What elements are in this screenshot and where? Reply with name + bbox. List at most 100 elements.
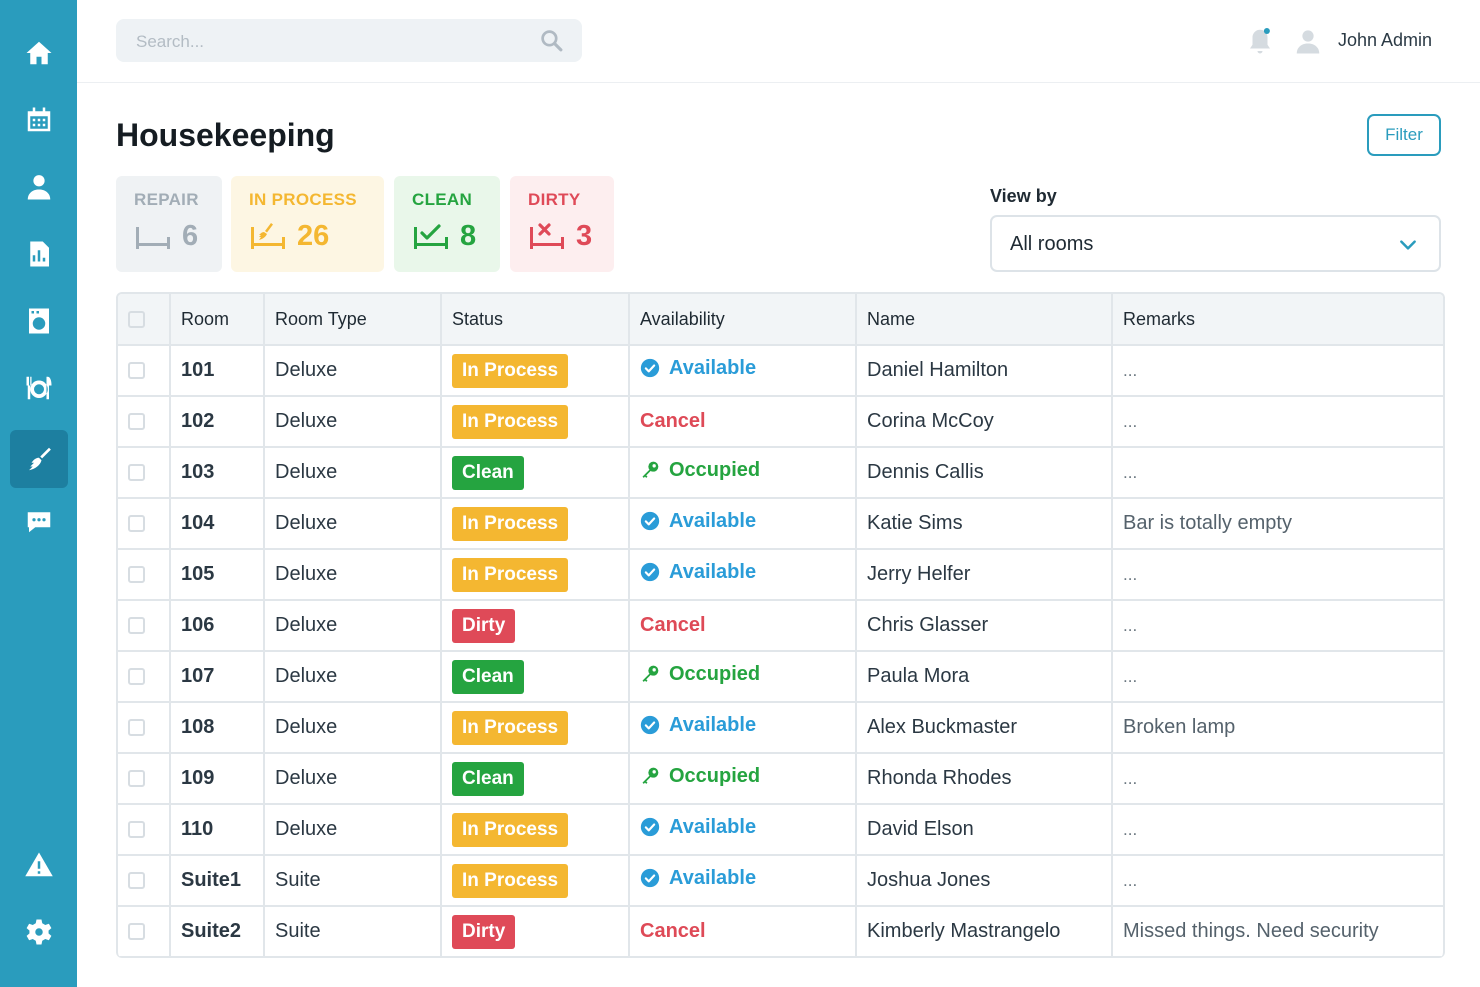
room-type-cell: Deluxe — [264, 396, 442, 448]
table-row[interactable]: Suite1 Suite In Process Available Joshua Jon… — [118, 855, 1443, 907]
remarks-cell[interactable]: ... — [1112, 804, 1443, 856]
column-header-remarks[interactable]: Remarks — [1112, 294, 1443, 346]
status-badge[interactable]: In Process — [452, 506, 569, 541]
user-name[interactable]: John Admin — [1338, 30, 1433, 50]
row-checkbox[interactable] — [128, 362, 145, 380]
sidebar-item-housekeeping[interactable] — [10, 430, 68, 488]
check-circle-icon — [640, 359, 660, 378]
remarks-cell[interactable]: ... — [1112, 447, 1443, 499]
status-cell: In Process — [441, 345, 630, 397]
stat-card-clean[interactable]: CLEAN 8 — [394, 176, 500, 272]
sidebar-item-home[interactable] — [10, 24, 68, 82]
row-checkbox[interactable] — [128, 617, 145, 635]
status-badge[interactable]: Clean — [452, 659, 524, 694]
status-badge[interactable]: In Process — [452, 812, 569, 847]
table-row[interactable]: Suite2 Suite Dirty Cancel Kimberly Mastrange… — [118, 906, 1443, 958]
column-header-name[interactable]: Name — [856, 294, 1113, 346]
column-header-room-type[interactable]: Room Type — [264, 294, 442, 346]
table-row[interactable]: 103 Deluxe Clean Occupied Dennis Callis... — [118, 447, 1443, 499]
status-badge[interactable]: In Process — [452, 863, 569, 898]
row-checkbox[interactable] — [128, 923, 145, 941]
table-row[interactable]: 107 Deluxe Clean Occupied Paula Mora... — [118, 651, 1443, 703]
stat-card-dirty[interactable]: DIRTY 3 — [510, 176, 614, 272]
search-icon[interactable] — [539, 28, 564, 53]
search-input[interactable] — [134, 19, 528, 64]
room-type-cell: Suite — [264, 855, 442, 907]
remarks-cell[interactable]: ... — [1112, 855, 1443, 907]
view-by-select[interactable]: All rooms — [990, 215, 1441, 272]
check-circle-icon — [640, 716, 660, 735]
remarks-cell[interactable]: ... — [1112, 600, 1443, 652]
row-checkbox[interactable] — [128, 821, 145, 839]
status-badge[interactable]: Dirty — [452, 914, 516, 949]
column-header-availability[interactable]: Availability — [629, 294, 857, 346]
table-row[interactable]: 106 Deluxe Dirty Cancel Chris Glasser... — [118, 600, 1443, 652]
remarks-cell[interactable]: Broken lamp — [1112, 702, 1443, 754]
sidebar-item-guests[interactable] — [10, 158, 68, 216]
table-row[interactable]: 105 Deluxe In Process Available Jerry Helfer… — [118, 549, 1443, 601]
notification-bell-icon[interactable] — [1245, 26, 1275, 56]
stat-card-repair[interactable]: REPAIR 6 — [116, 176, 222, 272]
table-row[interactable]: 110 Deluxe In Process Available David Elson.… — [118, 804, 1443, 856]
status-badge[interactable]: Dirty — [452, 608, 516, 643]
status-badge[interactable]: In Process — [452, 710, 569, 745]
guest-name-cell: David Elson — [856, 804, 1113, 856]
row-checkbox[interactable] — [128, 413, 145, 431]
sidebar-item-dining[interactable] — [10, 359, 68, 417]
availability-label: Available — [669, 866, 757, 889]
sidebar-item-reports[interactable] — [10, 225, 68, 283]
home-icon — [26, 41, 52, 65]
row-checkbox[interactable] — [128, 515, 145, 533]
status-badge[interactable]: Clean — [452, 761, 524, 796]
availability-label: Occupied — [669, 662, 761, 685]
availability-status: Cancel — [640, 614, 706, 637]
remarks-cell[interactable]: Bar is totally empty — [1112, 498, 1443, 550]
column-header-status[interactable]: Status — [441, 294, 630, 346]
row-checkbox[interactable] — [128, 719, 145, 737]
sidebar-item-alerts[interactable] — [10, 836, 68, 894]
remarks-cell[interactable]: ... — [1112, 549, 1443, 601]
row-checkbox[interactable] — [128, 464, 145, 482]
availability-label: Cancel — [640, 920, 706, 942]
room-cell: 105 — [170, 549, 265, 601]
row-checkbox[interactable] — [128, 770, 145, 788]
row-checkbox[interactable] — [128, 668, 145, 686]
sidebar-item-messages[interactable] — [10, 492, 68, 550]
remarks-cell[interactable]: ... — [1112, 345, 1443, 397]
chat-icon — [27, 512, 51, 533]
remarks-cell[interactable]: ... — [1112, 753, 1443, 805]
availability-status: Available — [640, 561, 756, 584]
status-cell: In Process — [441, 549, 630, 601]
sidebar-item-laundry[interactable] — [10, 292, 68, 350]
view-by-label: View by — [990, 186, 1057, 206]
sidebar-item-calendar[interactable] — [10, 91, 68, 149]
room-type-cell: Deluxe — [264, 549, 442, 601]
select-all-cell — [118, 294, 171, 346]
table-body: 101 Deluxe In Process Available Daniel Hamil… — [118, 345, 1443, 958]
row-checkbox[interactable] — [128, 872, 145, 890]
sidebar-item-settings[interactable] — [10, 903, 68, 961]
remarks-cell[interactable]: Missed things. Need security — [1112, 906, 1443, 958]
table-row[interactable]: 101 Deluxe In Process Available Daniel Hamil… — [118, 345, 1443, 397]
stat-card-in-process[interactable]: IN PROCESS 26 — [231, 176, 384, 272]
select-all-checkbox[interactable] — [128, 311, 145, 329]
room-cell: 107 — [170, 651, 265, 703]
status-badge[interactable]: In Process — [452, 404, 569, 439]
view-by-selected: All rooms — [1010, 233, 1094, 255]
filter-button[interactable]: Filter — [1367, 114, 1441, 156]
table-row[interactable]: 108 Deluxe In Process Available Alex Buckmas… — [118, 702, 1443, 754]
column-header-room[interactable]: Room — [170, 294, 265, 346]
remarks-cell[interactable]: ... — [1112, 396, 1443, 448]
status-badge[interactable]: In Process — [452, 557, 569, 592]
table-row[interactable]: 104 Deluxe In Process Available Katie Sims Ba… — [118, 498, 1443, 550]
status-badge[interactable]: In Process — [452, 353, 569, 388]
status-badge[interactable]: Clean — [452, 455, 524, 490]
row-checkbox[interactable] — [128, 566, 145, 584]
table-row[interactable]: 102 Deluxe In Process Cancel Corina McCoy... — [118, 396, 1443, 448]
availability-label: Available — [669, 713, 757, 736]
remarks-cell[interactable]: ... — [1112, 651, 1443, 703]
user-avatar-icon[interactable] — [1293, 26, 1323, 56]
housekeeping-icon — [29, 447, 51, 471]
status-cell: In Process — [441, 396, 630, 448]
table-row[interactable]: 109 Deluxe Clean Occupied Rhonda Rhodes... — [118, 753, 1443, 805]
